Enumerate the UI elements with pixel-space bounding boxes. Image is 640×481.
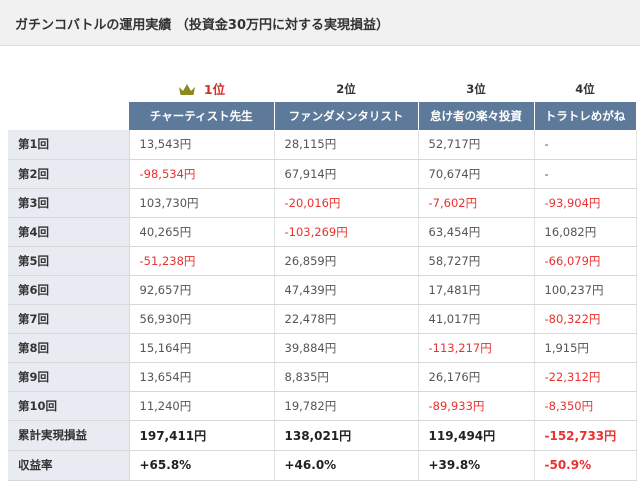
row-label: 第4回 bbox=[8, 217, 130, 247]
results-body: 第1回 13,543円 28,115円 52,717円 - 第2回 -98,534円 67,9… bbox=[8, 130, 637, 481]
cell-trader-2: -20,016円 bbox=[274, 188, 419, 218]
cell-trader-4: - bbox=[534, 130, 637, 160]
row-label: 第6回 bbox=[8, 275, 130, 305]
rank-1: 1位 bbox=[129, 75, 274, 102]
rank-3: 3位 bbox=[466, 81, 486, 96]
rank-row: 1位 2位 3位 4位 bbox=[8, 75, 636, 102]
page-title: ガチンコバトルの運用実績 （投資金30万円に対する実現損益） bbox=[15, 18, 390, 33]
cell-trader-2: 22,478円 bbox=[274, 304, 419, 334]
cell-trader-1: +65.8% bbox=[129, 450, 275, 481]
title-bar: ガチンコバトルの運用実績 （投資金30万円に対する実現損益） bbox=[0, 0, 640, 46]
rank-2: 2位 bbox=[336, 81, 356, 96]
cell-trader-3: 52,717円 bbox=[418, 130, 535, 160]
row-label: 第3回 bbox=[8, 188, 130, 218]
trader-name-1: チャーティスト先生 bbox=[129, 102, 275, 130]
trader-header-row: チャーティスト先生 ファンダメンタリスト 怠け者の楽々投資 トラトレめがね bbox=[8, 102, 637, 130]
cell-trader-1: 13,654円 bbox=[129, 362, 275, 392]
rank-blank bbox=[8, 75, 129, 102]
cell-trader-4: 16,082円 bbox=[534, 217, 637, 247]
trader-name-2: ファンダメンタリスト bbox=[274, 102, 419, 130]
cell-trader-3: +39.8% bbox=[418, 450, 535, 481]
cell-trader-2: -103,269円 bbox=[274, 217, 419, 247]
row-label: 第5回 bbox=[8, 246, 130, 276]
cell-trader-2: 138,021円 bbox=[274, 420, 419, 451]
row-label: 収益率 bbox=[8, 450, 130, 481]
cell-trader-2: 19,782円 bbox=[274, 391, 419, 421]
cell-trader-1: 40,265円 bbox=[129, 217, 275, 247]
cell-trader-3: 41,017円 bbox=[418, 304, 535, 334]
cell-trader-3: 63,454円 bbox=[418, 217, 535, 247]
cell-trader-4: -50.9% bbox=[534, 450, 637, 481]
cell-trader-4: -8,350円 bbox=[534, 391, 637, 421]
table-row: 第4回 40,265円 -103,269円 63,454円 16,082円 bbox=[8, 217, 637, 247]
cell-trader-1: 13,543円 bbox=[129, 130, 275, 160]
cell-trader-3: -113,217円 bbox=[418, 333, 535, 363]
cell-trader-1: -98,534円 bbox=[129, 159, 275, 189]
cell-trader-4: - bbox=[534, 159, 637, 189]
row-label: 第10回 bbox=[8, 391, 130, 421]
row-label: 第1回 bbox=[8, 130, 130, 160]
cell-trader-4: -152,733円 bbox=[534, 420, 637, 451]
cell-trader-4: -93,904円 bbox=[534, 188, 637, 218]
results-table: 1位 2位 3位 4位 チャーティスト先生 ファンダメンタリスト 怠け者の楽々投… bbox=[8, 75, 637, 481]
cell-trader-1: 15,164円 bbox=[129, 333, 275, 363]
table-row: 第6回 92,657円 47,439円 17,481円 100,237円 bbox=[8, 275, 637, 305]
table-row: 第10回 11,240円 19,782円 -89,933円 -8,350円 bbox=[8, 391, 637, 421]
cell-trader-3: -7,602円 bbox=[418, 188, 535, 218]
cell-trader-2: 26,859円 bbox=[274, 246, 419, 276]
header-blank bbox=[8, 102, 129, 130]
cell-trader-1: 92,657円 bbox=[129, 275, 275, 305]
cell-trader-2: 28,115円 bbox=[274, 130, 419, 160]
rank-4: 4位 bbox=[575, 81, 595, 96]
cell-trader-1: -51,238円 bbox=[129, 246, 275, 276]
cell-trader-4: -66,079円 bbox=[534, 246, 637, 276]
total-row: 累計実現損益 197,411円 138,021円 119,494円 -152,733円 bbox=[8, 420, 637, 451]
rank-1-label: 1位 bbox=[203, 82, 226, 97]
cell-trader-1: 56,930円 bbox=[129, 304, 275, 334]
trader-name-4: トラトレめがね bbox=[534, 102, 637, 130]
table-row: 第8回 15,164円 39,884円 -113,217円 1,915円 bbox=[8, 333, 637, 363]
row-label: 第9回 bbox=[8, 362, 130, 392]
table-row: 第7回 56,930円 22,478円 41,017円 -80,322円 bbox=[8, 304, 637, 334]
cell-trader-4: -22,312円 bbox=[534, 362, 637, 392]
cell-trader-4: -80,322円 bbox=[534, 304, 637, 334]
row-label: 第8回 bbox=[8, 333, 130, 363]
cell-trader-1: 197,411円 bbox=[129, 420, 275, 451]
row-label: 累計実現損益 bbox=[8, 420, 130, 451]
cell-trader-2: +46.0% bbox=[274, 450, 419, 481]
cell-trader-3: 26,176円 bbox=[418, 362, 535, 392]
total-row: 収益率 +65.8% +46.0% +39.8% -50.9% bbox=[8, 450, 637, 481]
cell-trader-2: 67,914円 bbox=[274, 159, 419, 189]
cell-trader-3: 58,727円 bbox=[418, 246, 535, 276]
table-row: 第5回 -51,238円 26,859円 58,727円 -66,079円 bbox=[8, 246, 637, 276]
cell-trader-4: 100,237円 bbox=[534, 275, 637, 305]
cell-trader-3: 119,494円 bbox=[418, 420, 535, 451]
table-row: 第2回 -98,534円 67,914円 70,674円 - bbox=[8, 159, 637, 189]
cell-trader-4: 1,915円 bbox=[534, 333, 637, 363]
cell-trader-2: 39,884円 bbox=[274, 333, 419, 363]
cell-trader-3: 70,674円 bbox=[418, 159, 535, 189]
cell-trader-1: 103,730円 bbox=[129, 188, 275, 218]
table-row: 第1回 13,543円 28,115円 52,717円 - bbox=[8, 130, 637, 160]
cell-trader-2: 47,439円 bbox=[274, 275, 419, 305]
table-row: 第3回 103,730円 -20,016円 -7,602円 -93,904円 bbox=[8, 188, 637, 218]
crown-icon bbox=[178, 84, 195, 95]
row-label: 第2回 bbox=[8, 159, 130, 189]
cell-trader-3: 17,481円 bbox=[418, 275, 535, 305]
trader-name-3: 怠け者の楽々投資 bbox=[418, 102, 535, 130]
cell-trader-3: -89,933円 bbox=[418, 391, 535, 421]
row-label: 第7回 bbox=[8, 304, 130, 334]
cell-trader-1: 11,240円 bbox=[129, 391, 275, 421]
table-row: 第9回 13,654円 8,835円 26,176円 -22,312円 bbox=[8, 362, 637, 392]
cell-trader-2: 8,835円 bbox=[274, 362, 419, 392]
